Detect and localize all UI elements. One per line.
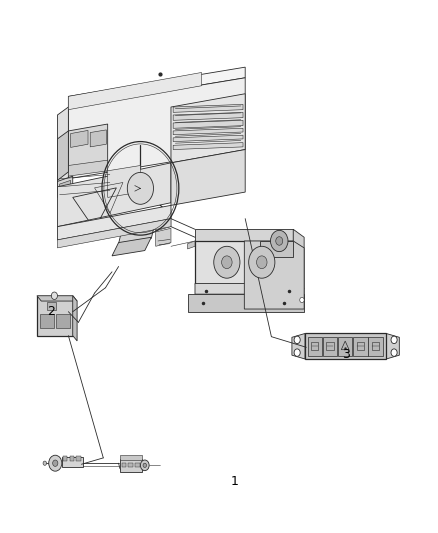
Polygon shape <box>68 67 245 107</box>
Text: 3: 3 <box>342 348 350 361</box>
Polygon shape <box>68 78 245 179</box>
Polygon shape <box>293 229 304 289</box>
Circle shape <box>249 246 275 278</box>
Polygon shape <box>68 72 201 110</box>
Polygon shape <box>386 334 399 359</box>
Bar <box>311 342 318 350</box>
Polygon shape <box>195 241 293 284</box>
Polygon shape <box>292 334 305 359</box>
Circle shape <box>257 256 267 269</box>
Polygon shape <box>90 130 106 147</box>
Bar <box>122 463 127 467</box>
Polygon shape <box>155 228 171 246</box>
Circle shape <box>271 230 288 252</box>
Bar <box>357 342 364 350</box>
Text: 1: 1 <box>230 475 238 488</box>
Polygon shape <box>57 131 68 180</box>
Bar <box>368 337 383 356</box>
Bar <box>62 457 83 467</box>
Bar <box>128 463 133 467</box>
Bar <box>120 455 142 460</box>
Polygon shape <box>171 94 245 163</box>
Polygon shape <box>173 143 243 150</box>
Bar <box>76 456 81 461</box>
Polygon shape <box>195 284 304 300</box>
Polygon shape <box>119 211 158 244</box>
Polygon shape <box>188 294 304 312</box>
Circle shape <box>127 172 153 204</box>
Bar <box>326 342 334 350</box>
Polygon shape <box>68 160 108 176</box>
Bar <box>323 337 337 356</box>
Polygon shape <box>37 296 77 301</box>
Polygon shape <box>171 150 245 205</box>
Polygon shape <box>108 165 141 197</box>
Bar <box>135 463 140 467</box>
Bar <box>353 337 367 356</box>
Circle shape <box>222 256 232 269</box>
Circle shape <box>214 246 240 278</box>
Circle shape <box>53 460 58 466</box>
Polygon shape <box>244 241 304 309</box>
Circle shape <box>294 336 300 344</box>
Circle shape <box>294 349 300 357</box>
Polygon shape <box>73 296 77 341</box>
Circle shape <box>276 237 283 245</box>
Bar <box>307 337 322 356</box>
Circle shape <box>43 461 46 465</box>
Polygon shape <box>37 296 73 336</box>
Polygon shape <box>57 219 171 248</box>
Polygon shape <box>68 124 108 172</box>
Polygon shape <box>261 241 293 257</box>
Polygon shape <box>60 180 71 193</box>
Polygon shape <box>57 163 171 227</box>
Circle shape <box>391 336 397 344</box>
Circle shape <box>49 455 62 471</box>
Bar <box>63 456 67 461</box>
Polygon shape <box>173 104 243 112</box>
Bar <box>120 459 142 472</box>
Bar <box>372 342 379 350</box>
Polygon shape <box>71 131 88 148</box>
Polygon shape <box>173 112 243 120</box>
Polygon shape <box>57 176 73 197</box>
Polygon shape <box>173 128 243 135</box>
Polygon shape <box>173 120 243 128</box>
Bar <box>56 314 70 328</box>
Text: 2: 2 <box>47 305 55 318</box>
Polygon shape <box>195 229 293 241</box>
Bar <box>46 302 56 310</box>
Bar <box>305 334 386 359</box>
Bar <box>338 337 352 356</box>
Bar <box>39 314 53 328</box>
Circle shape <box>143 463 147 467</box>
Polygon shape <box>155 209 171 231</box>
Circle shape <box>300 297 304 303</box>
Polygon shape <box>187 241 195 249</box>
Circle shape <box>141 460 149 471</box>
Polygon shape <box>112 237 151 256</box>
Polygon shape <box>57 107 68 187</box>
Polygon shape <box>173 135 243 142</box>
Polygon shape <box>57 205 171 240</box>
Bar <box>70 456 74 461</box>
Circle shape <box>51 292 57 300</box>
Circle shape <box>391 349 397 357</box>
